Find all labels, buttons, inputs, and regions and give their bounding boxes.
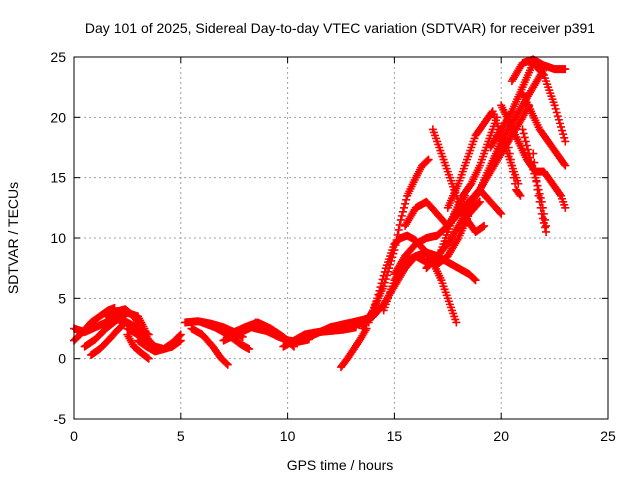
data-point — [560, 133, 569, 142]
data-point — [558, 126, 567, 135]
series-track-05 — [102, 305, 153, 345]
y-axis-label: SDTVAR / TECUs — [5, 182, 21, 294]
data-marks — [70, 55, 570, 372]
data-point — [397, 211, 406, 220]
x-tick-label: 5 — [177, 428, 185, 444]
y-tick-label: 0 — [58, 351, 66, 367]
data-point — [529, 149, 538, 158]
data-point — [561, 137, 570, 146]
data-point — [554, 115, 563, 124]
x-tick-label: 25 — [600, 428, 616, 444]
x-tick-label: 15 — [387, 428, 403, 444]
data-point — [396, 215, 405, 224]
data-point — [223, 360, 232, 369]
x-axis-label: GPS time / hours — [287, 457, 394, 473]
data-point — [245, 345, 254, 354]
data-point — [395, 220, 404, 229]
x-tick-label: 10 — [280, 428, 296, 444]
y-tick-label: 20 — [50, 109, 66, 125]
series-track-26 — [433, 113, 501, 267]
data-point — [542, 227, 551, 236]
data-point — [400, 203, 409, 212]
y-tick-label: 10 — [50, 230, 66, 246]
data-point — [521, 137, 530, 146]
chart-title: Day 101 of 2025, Sidereal Day-to-day VTE… — [85, 20, 595, 36]
data-point — [176, 330, 185, 339]
data-point — [553, 112, 562, 121]
data-point — [401, 199, 410, 208]
data-point — [551, 104, 560, 113]
data-point — [555, 119, 564, 128]
data-point — [394, 225, 403, 234]
data-point — [557, 122, 566, 131]
series-track-02 — [70, 303, 119, 345]
y-tick-label: 15 — [50, 170, 66, 186]
y-tick-label: 5 — [58, 290, 66, 306]
x-tick-label: 0 — [70, 428, 78, 444]
data-point — [519, 129, 528, 138]
data-point — [523, 145, 532, 154]
x-tick-label: 20 — [493, 428, 509, 444]
data-point — [402, 195, 411, 204]
data-point — [398, 207, 407, 216]
data-point — [520, 133, 529, 142]
series-track-08 — [123, 330, 153, 363]
data-point — [175, 331, 184, 340]
series-track-10 — [187, 324, 232, 369]
data-point — [552, 108, 561, 117]
y-tick-label: 25 — [50, 49, 66, 65]
data-point — [143, 353, 152, 362]
data-point — [222, 359, 231, 368]
data-point — [559, 130, 568, 139]
series-track-07 — [134, 330, 185, 356]
y-tick-label: -5 — [54, 411, 67, 427]
data-point — [144, 354, 153, 363]
